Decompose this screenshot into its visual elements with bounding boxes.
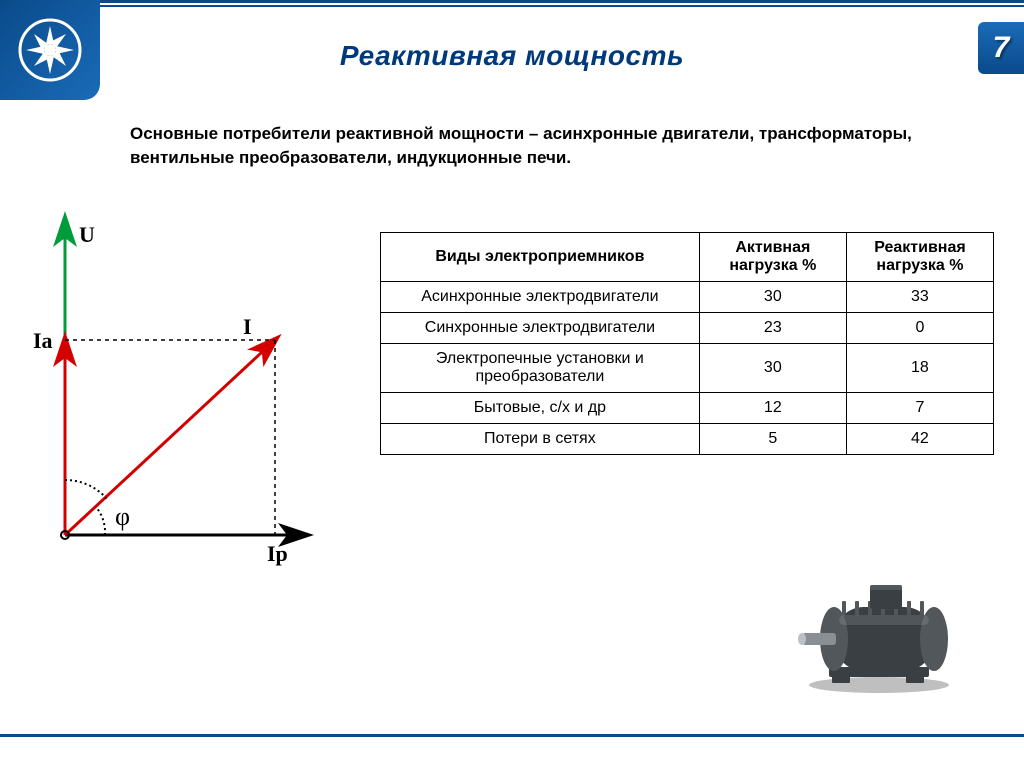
- svg-text:φ: φ: [115, 502, 130, 531]
- table-cell: 30: [699, 344, 846, 393]
- company-logo-icon: [14, 14, 86, 86]
- table-cell: Потери в сетях: [381, 424, 700, 455]
- col-type: Виды электроприемников: [381, 233, 700, 282]
- table-row: Асинхронные электродвигатели3033: [381, 282, 994, 313]
- table-row: Потери в сетях542: [381, 424, 994, 455]
- table-cell: 33: [846, 282, 993, 313]
- page-number-badge: 7: [978, 22, 1024, 74]
- table-row: Электропечные установки и преобразовател…: [381, 344, 994, 393]
- header-stripe: [100, 0, 1024, 3]
- svg-text:Iа: Iа: [33, 328, 53, 353]
- table-cell: Асинхронные электродвигатели: [381, 282, 700, 313]
- logo-badge: [0, 0, 100, 100]
- table-row: Бытовые, с/х и др127: [381, 393, 994, 424]
- motor-illustration: [784, 567, 964, 697]
- header: Реактивная мощность 7: [0, 0, 1024, 90]
- svg-text:I: I: [243, 314, 252, 339]
- table-cell: 12: [699, 393, 846, 424]
- subtitle-text: Основные потребители реактивной мощности…: [130, 122, 944, 170]
- vector-diagram: U Iа I Iр φ: [30, 200, 350, 600]
- table: Виды электроприемниковАктивная нагрузка …: [380, 232, 994, 455]
- table-cell: 18: [846, 344, 993, 393]
- footer-stripe: [0, 734, 1024, 737]
- slide-title: Реактивная мощность: [340, 40, 684, 72]
- svg-text:Iр: Iр: [267, 541, 288, 566]
- table-cell: Синхронные электродвигатели: [381, 313, 700, 344]
- col-value: Реактивная нагрузка %: [846, 233, 993, 282]
- table-cell: 23: [699, 313, 846, 344]
- table-cell: 30: [699, 282, 846, 313]
- table-row: Синхронные электродвигатели230: [381, 313, 994, 344]
- svg-text:U: U: [79, 222, 95, 247]
- table-cell: 0: [846, 313, 993, 344]
- table-cell: 5: [699, 424, 846, 455]
- col-value: Активная нагрузка %: [699, 233, 846, 282]
- load-table: Виды электроприемниковАктивная нагрузка …: [380, 232, 994, 455]
- table-cell: 7: [846, 393, 993, 424]
- table-cell: 42: [846, 424, 993, 455]
- table-cell: Бытовые, с/х и др: [381, 393, 700, 424]
- table-cell: Электропечные установки и преобразовател…: [381, 344, 700, 393]
- header-stripe-thin: [100, 5, 1024, 7]
